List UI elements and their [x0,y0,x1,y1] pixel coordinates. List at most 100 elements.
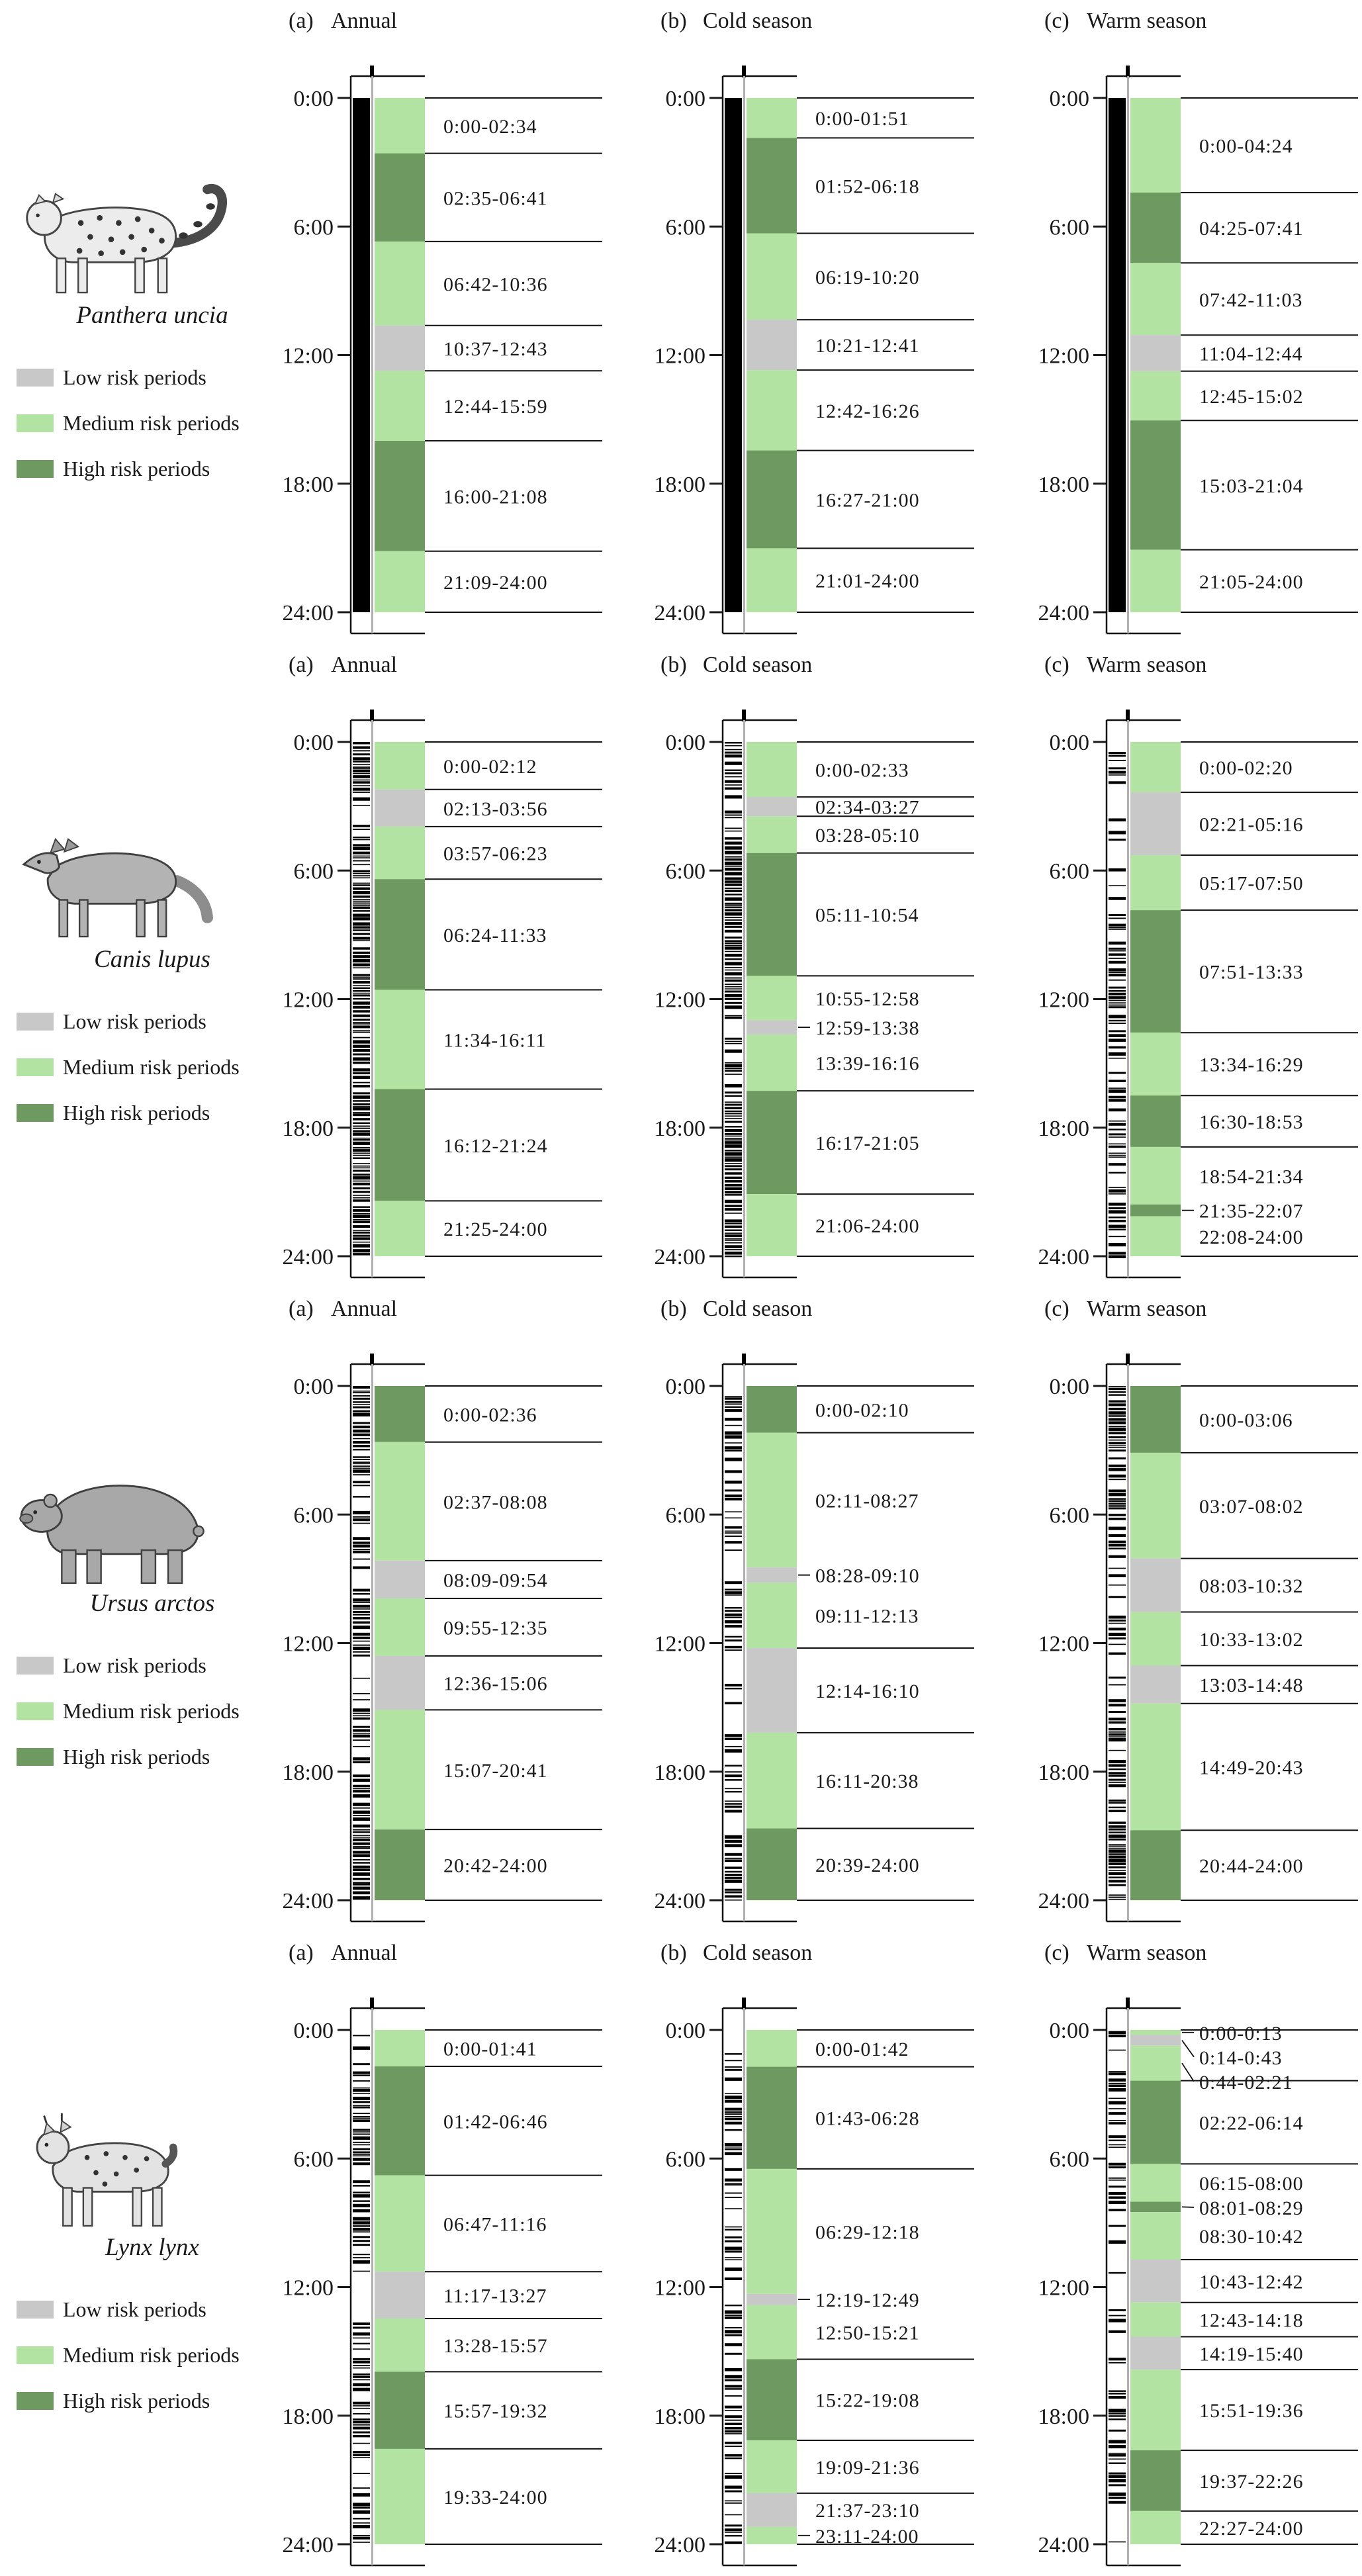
band-separators [797,1385,974,1901]
band-time-label: 16:11-20:38 [815,1771,919,1792]
axis-tick-label: 18:00 [1038,473,1089,497]
band-labels: 0:00-01:41 01:42-06:46 06:47-11:16 11:17-13… [443,2039,547,2508]
plot-frame [349,1998,425,2567]
risk-band-medium [747,2305,797,2360]
panel-season-title: Warm season [1087,9,1206,33]
risk-band-low [1130,1665,1181,1704]
risk-band-low [747,1567,797,1583]
plot-frame [1105,710,1181,1279]
axis-tick-label: 6:00 [294,215,334,240]
band-time-label: 16:17-21:05 [815,1132,920,1154]
risk-band-low [1130,1558,1181,1612]
medium-risk-swatch [17,1702,54,1720]
high-risk-swatch [17,1104,54,1122]
band-time-label: 21:37-23:10 [815,2500,920,2522]
plot-frame [349,66,425,635]
band-time-label: 0:00-02:20 [1199,757,1293,779]
risk-band-medium [1130,549,1181,612]
panel-label: (c) [1044,1297,1069,1321]
band-time-label: 0:00-02:36 [443,1404,537,1426]
risk-band-medium [1130,855,1181,911]
panel-season-title: Warm season [1087,653,1206,677]
risk-band-medium [747,98,797,138]
band-time-label: 12:36-15:06 [443,1673,548,1695]
band-separators [797,2029,974,2545]
band-time-label: 20:42-24:00 [443,1855,548,1877]
label-callout-line [1181,2040,1195,2058]
band-time-label: 03:57-06:23 [443,843,548,865]
band-time-label: 06:24-11:33 [443,925,547,946]
risk-band-low [747,2293,797,2305]
panel-season-title: Annual [331,9,397,33]
risk-band-high [375,2066,425,2176]
lynx-illustration [36,2113,178,2227]
band-time-label: 07:51-13:33 [1199,962,1304,984]
axis-tick-label: 0:00 [294,1375,334,1399]
risk-band-medium [747,548,797,612]
band-separators [425,2029,602,2545]
band-time-label: 0:00-02:12 [443,756,537,778]
band-time-label: 21:35-22:07 [1199,1201,1304,1222]
axis-tick-label: 6:00 [1050,859,1089,884]
band-labels: 0:00-04:24 04:25-07:41 07:42-11:03 11:04-12… [1199,135,1303,592]
axis-tick-label: 12:00 [1038,988,1089,1013]
panel-snow-leopard-cold-season: (b) Cold season0:006:0012:0018:0024:000:0… [655,9,974,635]
risk-band-medium [1130,1452,1181,1559]
risk-band-low [747,2493,797,2527]
band-labels: 0:00-02:36 02:37-08:08 08:09-09:54 09:55-12… [443,1404,548,1877]
risk-band-medium [1130,742,1181,793]
risk-band-medium [747,1194,797,1256]
axis-tick-label: 0:00 [1050,731,1089,755]
activity-rug [1109,2031,1126,2543]
risk-band-medium [747,2030,797,2067]
band-time-label: 0:00-01:41 [443,2039,537,2060]
band-time-label: 10:37-12:43 [443,338,548,360]
axis-tick-label: 18:00 [283,1117,334,1141]
risk-band-high [375,1089,425,1201]
axis-tick-label: 12:00 [655,2276,705,2301]
risk-bands [1130,98,1181,612]
risk-band-medium [747,1034,797,1091]
band-labels: 0:00-02:12 02:13-03:56 03:57-06:23 06:24-11… [443,756,548,1240]
risk-band-medium [747,976,797,1021]
band-separators [1181,741,1358,1257]
risk-band-medium [747,370,797,451]
axis-tick-label: 0:00 [1050,2019,1089,2043]
band-labels: 0:00-02:34 02:35-06:41 06:42-10:36 10:37-12… [443,116,548,594]
risk-band-medium [1130,1612,1181,1666]
snow-leopard-illustration [26,183,227,294]
band-time-label: 12:14-16:10 [815,1680,920,1702]
label-callout-line [1181,2062,1195,2082]
axis-tick-label: 24:00 [1038,1245,1089,1269]
band-time-label: 09:11-12:13 [815,1606,919,1628]
species-panel: Canis lupus Low risk periods Medium risk p… [0,644,250,1288]
legend-label: High risk periods [63,2389,210,2413]
axis-tick-label: 18:00 [655,473,705,497]
risk-band-medium [375,826,425,880]
axis-tick-label: 12:00 [655,1632,705,1657]
risk-band-low [375,1655,425,1710]
axis-tick-label: 12:00 [283,2276,334,2301]
band-time-label: 11:17-13:27 [443,2285,547,2307]
axis-tick-label: 6:00 [294,1503,334,1528]
risk-band-medium [747,2168,797,2294]
band-time-label: 21:09-24:00 [443,572,548,594]
risk-bands [1130,2030,1181,2544]
risk-band-low [747,797,797,817]
time-axis: 0:00 6:00 12:00 18:00 24:00 [283,2019,351,2557]
risk-band-medium [375,1710,425,1830]
risk-bands [747,1386,797,1900]
risk-band-medium [375,742,425,790]
panel-snow-leopard-warm-season: (c) Warm season0:006:0012:0018:0024:000:0… [1038,9,1358,635]
plot-frame [349,710,425,1279]
band-time-label: 14:49-20:43 [1199,1757,1304,1778]
legend-label: High risk periods [63,1101,210,1125]
panel-label: (a) [289,1941,314,1965]
band-time-label: 08:30-10:42 [1199,2226,1304,2248]
low-risk-swatch [17,1657,54,1675]
axis-tick-label: 18:00 [655,1761,705,1785]
panel-season-title: Warm season [1087,1297,1206,1321]
risk-band-high [1130,1204,1181,1217]
plot-frame [721,1998,797,2567]
axis-tick-label: 12:00 [655,344,705,369]
